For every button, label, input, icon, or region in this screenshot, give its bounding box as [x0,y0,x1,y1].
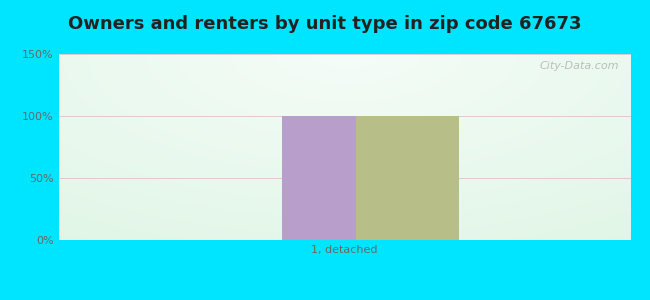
Text: Owners and renters by unit type in zip code 67673: Owners and renters by unit type in zip c… [68,15,582,33]
Bar [281,116,385,240]
Text: City-Data.com: City-Data.com [540,61,619,71]
Bar [356,116,459,240]
